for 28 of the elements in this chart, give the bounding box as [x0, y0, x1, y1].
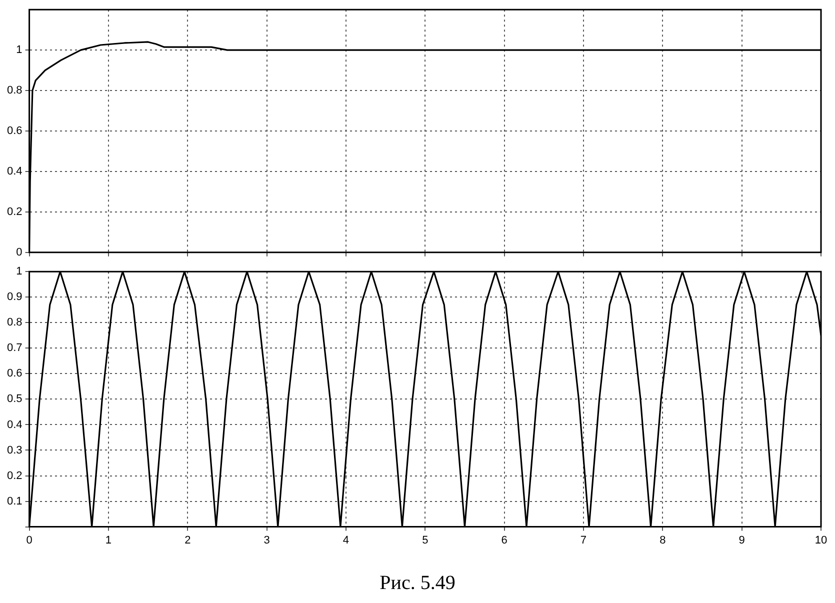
y-tick-label: 0.6 — [6, 125, 22, 138]
x-tick-label: 9 — [738, 534, 745, 546]
x-tick-label: 7 — [580, 534, 587, 546]
y-tick-label: 0.2 — [6, 206, 22, 218]
x-tick-label: 1 — [105, 534, 112, 546]
y-tick-label: 1 — [16, 266, 22, 278]
y-tick-label: 0.8 — [6, 84, 22, 97]
y-tick-label: 0.4 — [6, 418, 22, 431]
y-tick-label: 0.5 — [6, 393, 22, 406]
y-tick-label: 0.9 — [6, 291, 22, 304]
y-tick-label: 0.6 — [6, 368, 22, 380]
y-tick-label: 1 — [16, 44, 22, 56]
text: Рис. 5.49 — [378, 572, 456, 595]
y-tick-label: 0.8 — [6, 316, 22, 329]
y-tick-label: 0.2 — [6, 470, 22, 482]
x-tick-label: 6 — [501, 534, 508, 546]
x-tick-label: 2 — [184, 534, 191, 546]
x-tick-label: 10 — [814, 534, 828, 546]
y-tick-label: 0.4 — [6, 166, 22, 178]
y-tick-label: 0.1 — [6, 495, 22, 508]
x-tick-label: 3 — [264, 534, 270, 546]
y-tick-label: 0.3 — [6, 444, 22, 456]
x-tick-label: 0 — [26, 534, 32, 546]
x-tick-label: 5 — [422, 534, 428, 546]
x-tick-label: 4 — [342, 534, 350, 546]
y-tick-label: 0.7 — [6, 342, 22, 354]
y-tick-label: 0 — [16, 246, 22, 258]
x-tick-label: 8 — [660, 534, 666, 546]
